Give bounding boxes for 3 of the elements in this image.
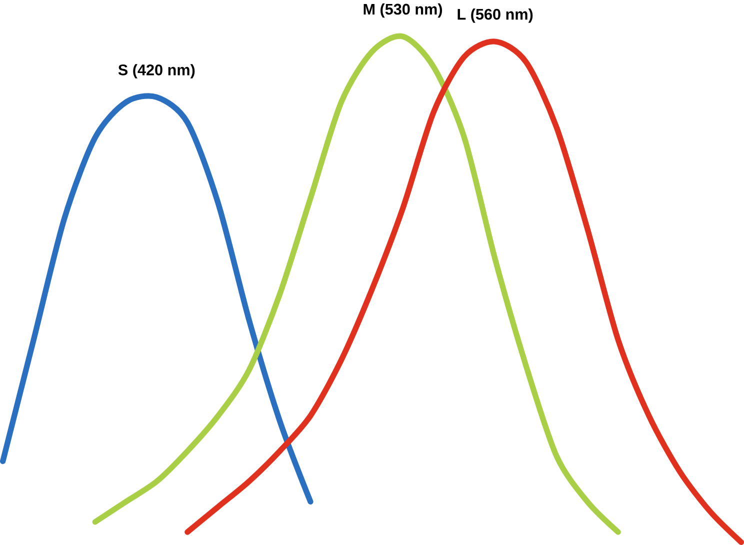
series-label: M (530 nm) [364,3,442,18]
series-label: L (560 nm) [458,8,533,23]
series-label: S (420 nm) [118,64,195,78]
